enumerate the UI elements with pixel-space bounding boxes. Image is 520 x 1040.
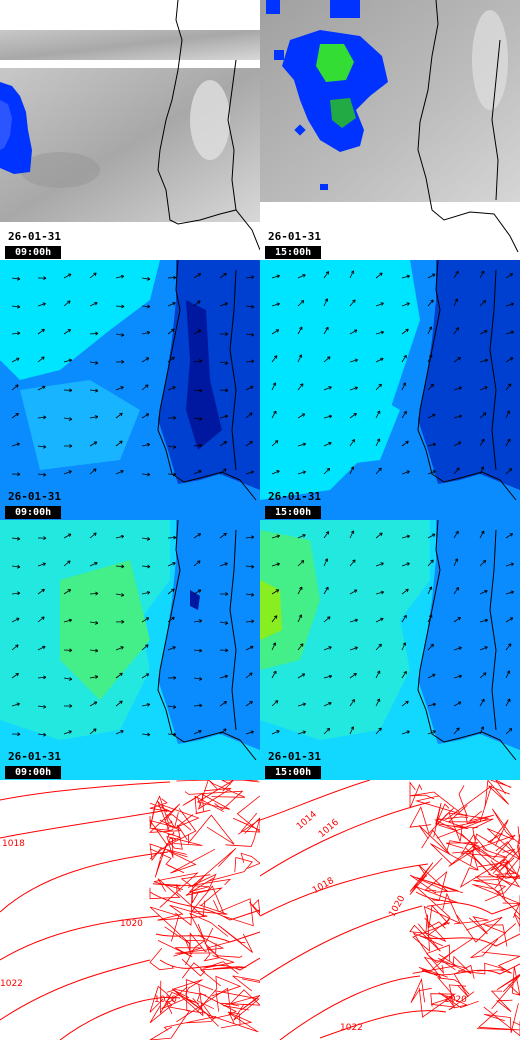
time-label: 09:00h — [5, 246, 62, 259]
date-label: 26-01-31 — [268, 750, 321, 763]
date-label: 26-01-31 — [8, 490, 61, 503]
pressure-map-1500: 1014 1016 1018 1020 1020 1022 — [260, 780, 520, 1040]
coastline — [157, 0, 260, 251]
border-line — [491, 39, 501, 201]
isobars — [260, 780, 520, 1040]
cloud-map-svg — [260, 0, 520, 260]
precip-heavy — [316, 44, 354, 82]
date-label: 26-01-31 — [8, 230, 61, 243]
time-label: 09:00h — [5, 506, 62, 519]
date-label: 26-01-31 — [268, 490, 321, 503]
wind-map-svg — [260, 520, 520, 780]
cloud-map-0900: 26-01-31 09:00h — [0, 0, 260, 260]
wind-map-b-0900: 26-01-31 09:00h — [0, 520, 260, 780]
wind-map-a-1500: 26-01-31 15:00h — [260, 260, 520, 520]
precip-area — [282, 30, 388, 152]
isobar-label: 1020 — [444, 995, 467, 1005]
isobar-label: 1016 — [162, 820, 176, 845]
cloud-band — [0, 30, 260, 60]
wind-map-a-0900: 26-01-31 09:00h — [0, 260, 260, 520]
coastline — [417, 0, 519, 253]
isobar-map-svg: 1014 1016 1018 1020 1020 1022 — [260, 780, 520, 1040]
time-label: 15:00h — [265, 766, 322, 779]
border-line — [227, 59, 237, 211]
wind-map-svg — [260, 260, 520, 520]
dense-isobars — [409, 780, 520, 1037]
time-label: 15:00h — [265, 506, 322, 519]
isobar-map-svg: 1018 1016 1020 1022 1020 — [0, 780, 260, 1040]
isobar-label: 1018 — [2, 839, 25, 849]
cloud-map-1500: 26-01-31 15:00h — [260, 0, 520, 260]
pressure-map-0900: 1018 1016 1020 1022 1020 — [0, 780, 260, 1040]
wind-map-svg — [0, 520, 260, 780]
isobar-label: 1022 — [340, 1023, 363, 1033]
date-label: 26-01-31 — [8, 750, 61, 763]
wind-map-b-1500: 26-01-31 15:00h — [260, 520, 520, 780]
isobar-label: 1022 — [0, 979, 23, 989]
cloud-map-svg — [0, 0, 260, 260]
time-label: 09:00h — [5, 766, 62, 779]
wind-map-svg — [0, 260, 260, 520]
dense-isobars — [148, 780, 260, 1040]
isobar-label: 1020 — [120, 919, 143, 929]
isobar-label: 1020 — [154, 995, 177, 1005]
time-label: 15:00h — [265, 246, 322, 259]
date-label: 26-01-31 — [268, 230, 321, 243]
